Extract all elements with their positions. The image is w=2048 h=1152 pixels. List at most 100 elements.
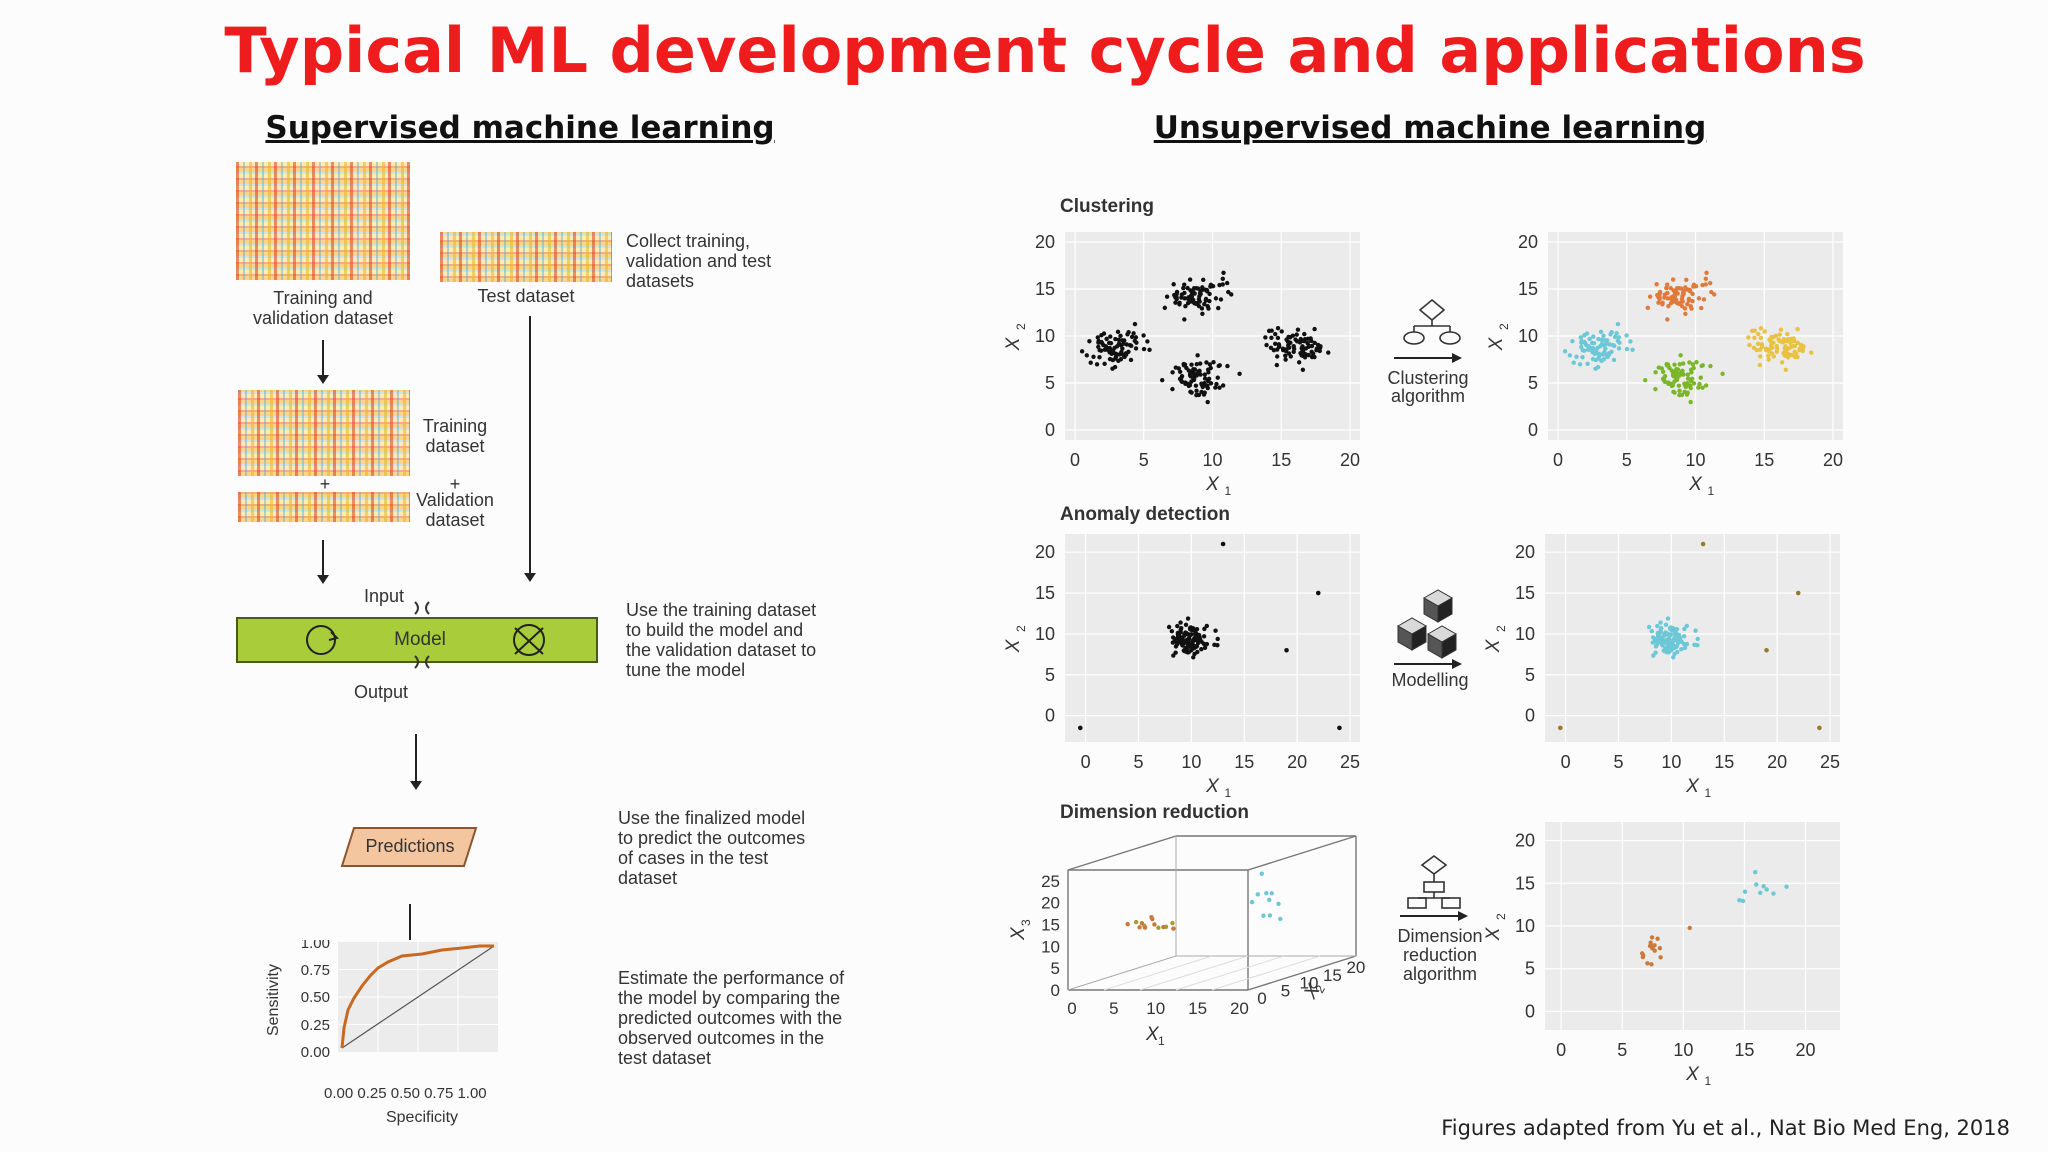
normal-point [1674, 627, 1680, 632]
dimred-x2-tick: 10 [1299, 974, 1318, 993]
clustering-point [1218, 297, 1224, 302]
normal-point [1681, 634, 1687, 639]
dimred-output-xtick: 5 [1617, 1040, 1627, 1060]
clustering-point [1174, 295, 1179, 300]
roc-xlabel: Specificity [386, 1109, 458, 1126]
dimred-point [1142, 925, 1148, 930]
clustering-point [1186, 368, 1192, 373]
roc-xticks: 0.00 0.25 0.50 0.75 1.00 [324, 1085, 487, 1102]
output-label: Output [353, 682, 409, 702]
clustering-point [1187, 277, 1193, 282]
dimred-floor-grid [1175, 955, 1285, 991]
clustering-point [1300, 353, 1306, 359]
normal-point [1651, 653, 1656, 658]
anomaly-point [1178, 629, 1183, 635]
clustered-point [1677, 388, 1682, 394]
clustered-point [1672, 379, 1677, 384]
clustered-point [1677, 362, 1682, 367]
dimred-output-point [1737, 897, 1742, 903]
clustered-point [1757, 362, 1763, 368]
test-dataset-label: Test dataset [477, 286, 575, 306]
clustering-point [1300, 367, 1306, 372]
dimred-point [1259, 871, 1265, 876]
clustering-point [1198, 372, 1203, 377]
clustering-point [1217, 385, 1222, 390]
dimred-x2-tick: 15 [1323, 966, 1342, 985]
clustering-point [1200, 311, 1205, 316]
clustering-point [1220, 383, 1226, 388]
dimred-point [1255, 892, 1260, 897]
clustered-point [1694, 360, 1699, 365]
clustering-point [1111, 349, 1116, 354]
clustering-point [1237, 371, 1242, 377]
normal-point [1666, 641, 1672, 646]
clustering-point [1211, 360, 1216, 365]
clustering-point [1099, 339, 1104, 345]
clustering-point [1133, 335, 1139, 340]
normal-point [1677, 636, 1683, 642]
clustering-point [1129, 334, 1135, 340]
clustering-point [1116, 341, 1122, 346]
clustering-point [1214, 381, 1219, 387]
anomaly-point [1197, 636, 1203, 642]
dimred-x3-tick: 10 [1041, 937, 1060, 956]
clustered-point [1587, 336, 1592, 342]
dimred-output-point [1657, 945, 1663, 951]
clustering-point [1189, 294, 1195, 299]
clustering-point [1204, 360, 1209, 365]
clustering-point [1293, 337, 1298, 342]
anomaly-outlier [1284, 647, 1289, 653]
clustered-point [1577, 362, 1583, 367]
normal-point [1650, 640, 1656, 645]
roc-ytick-050: 0.50 [301, 989, 330, 1006]
clustered-point [1689, 306, 1694, 311]
anomaly-point [1170, 640, 1176, 645]
clustered-point [1781, 336, 1786, 342]
clustered-point [1578, 335, 1583, 340]
clustered-point [1666, 380, 1671, 385]
clustering-point [1301, 338, 1307, 344]
clustering-point [1275, 354, 1280, 359]
normal-point [1695, 636, 1700, 642]
anomaly-input-xlabel-sub: 1 [1225, 786, 1232, 800]
clustered-point [1747, 342, 1752, 348]
anomaly-output-xlabel: X [1685, 776, 1700, 797]
clustered-point [1703, 276, 1709, 281]
clustered-point [1699, 305, 1704, 311]
anomaly-output-xtick: 15 [1714, 752, 1734, 772]
clustered-point [1758, 325, 1764, 331]
clustering-input-ytick: 0 [1045, 420, 1055, 440]
clustering-point [1117, 352, 1122, 357]
clustering-point [1179, 292, 1185, 297]
anomaly-outlier [1315, 590, 1321, 596]
clustered-point [1703, 282, 1708, 287]
clustered-point [1688, 399, 1693, 405]
clustered-point [1766, 357, 1771, 362]
dimred-output-ytick: 15 [1515, 873, 1535, 893]
clustering-point [1199, 381, 1204, 386]
dimred-box-edge [1247, 835, 1357, 871]
dimred-point [1267, 897, 1272, 902]
clustered-point [1752, 335, 1757, 341]
clustered-point [1674, 286, 1680, 291]
clustering-point [1129, 343, 1134, 349]
clustering-point [1273, 341, 1278, 347]
dimred-output-ylabel: X [1483, 926, 1504, 941]
clustered-point [1673, 368, 1678, 374]
dimred-point [1170, 920, 1175, 926]
clustered-point [1624, 333, 1629, 338]
clustered-point [1603, 346, 1608, 351]
clustered-point [1688, 385, 1693, 391]
clustered-point [1671, 288, 1676, 293]
training-dataset-label: Training dataset [422, 416, 488, 456]
clustered-point [1624, 346, 1630, 352]
anomaly-point [1195, 649, 1200, 655]
clustered-point [1672, 390, 1677, 395]
clustered-point [1682, 306, 1688, 311]
dimred-floor-grid [1103, 955, 1213, 991]
clustering-algo-label-1: Clustering [1387, 368, 1468, 388]
clustered-point [1582, 339, 1587, 345]
clustering-point [1306, 352, 1311, 358]
clustering-output-ytick: 15 [1518, 279, 1538, 299]
clustering-output-ytick: 5 [1528, 373, 1538, 393]
